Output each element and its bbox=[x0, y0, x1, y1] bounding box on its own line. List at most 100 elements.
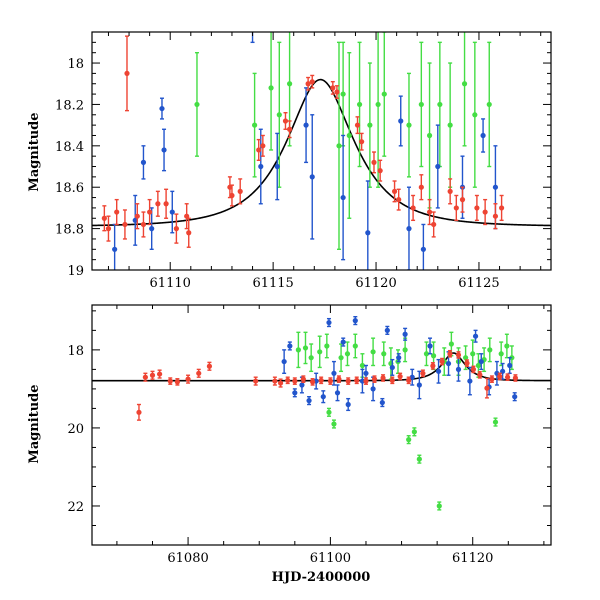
green-point-9 bbox=[352, 343, 358, 349]
green-point-2 bbox=[268, 85, 274, 91]
blue-point-28 bbox=[472, 333, 479, 339]
green-point-10 bbox=[375, 101, 381, 108]
blue-point-0 bbox=[112, 246, 118, 252]
red-point-2 bbox=[114, 209, 120, 215]
red-point-23 bbox=[334, 89, 340, 95]
red-point-13 bbox=[227, 184, 233, 190]
green-point-19 bbox=[486, 101, 492, 108]
red-point-12 bbox=[285, 377, 291, 383]
green-point-21 bbox=[436, 503, 442, 509]
red-point-20 bbox=[305, 81, 311, 87]
green-point-15 bbox=[437, 101, 443, 108]
series-blue bbox=[281, 316, 518, 412]
blue-point-1 bbox=[287, 343, 293, 349]
red-point-15 bbox=[310, 379, 316, 385]
red-point-23 bbox=[380, 375, 386, 381]
red-point-38 bbox=[482, 209, 488, 215]
red-point-29 bbox=[396, 197, 402, 203]
green-point-12 bbox=[381, 351, 387, 357]
green-point-4 bbox=[324, 343, 330, 349]
blue-point-18 bbox=[389, 364, 395, 371]
red-point-33 bbox=[470, 366, 477, 372]
green-point-30 bbox=[492, 419, 499, 425]
red-point-16 bbox=[318, 377, 324, 383]
bottom-panel-marks bbox=[92, 316, 551, 511]
red-point-13 bbox=[292, 378, 298, 384]
blue-point-1 bbox=[132, 217, 138, 223]
green-point-29 bbox=[487, 347, 493, 353]
green-point-3 bbox=[317, 349, 323, 355]
blue-point-6 bbox=[169, 209, 175, 215]
blue-point-25 bbox=[445, 360, 452, 367]
green-point-3 bbox=[276, 112, 282, 118]
red-point-7 bbox=[147, 209, 153, 215]
top-panel-marks bbox=[92, 32, 551, 270]
green-point-1 bbox=[252, 122, 258, 128]
red-point-14 bbox=[300, 376, 306, 382]
red-point-19 bbox=[286, 126, 293, 132]
blue-point-22 bbox=[416, 382, 422, 388]
red-point-35 bbox=[484, 385, 490, 391]
axes-frame bbox=[91, 304, 552, 546]
red-point-4 bbox=[124, 70, 130, 76]
blue-point-24 bbox=[435, 368, 442, 374]
series-red bbox=[136, 349, 519, 421]
green-point-15 bbox=[402, 347, 408, 353]
series-red bbox=[101, 35, 505, 248]
red-point-4 bbox=[167, 378, 173, 384]
red-point-39 bbox=[512, 375, 519, 381]
x-tick-label: 61125 bbox=[458, 276, 499, 291]
blue-point-6 bbox=[320, 394, 326, 400]
red-point-5 bbox=[134, 213, 140, 219]
red-point-0 bbox=[101, 215, 107, 221]
blue-point-8 bbox=[331, 370, 337, 376]
red-point-11 bbox=[184, 213, 190, 219]
red-point-32 bbox=[426, 209, 433, 215]
series-green bbox=[194, 32, 492, 251]
red-point-30 bbox=[447, 351, 453, 357]
red-point-35 bbox=[453, 205, 459, 211]
blue-point-23 bbox=[427, 343, 433, 349]
red-point-18 bbox=[282, 118, 289, 124]
red-point-33 bbox=[431, 221, 437, 228]
red-point-24 bbox=[389, 377, 395, 383]
red-point-28 bbox=[391, 188, 398, 194]
blue-point-0 bbox=[281, 358, 287, 365]
red-point-3 bbox=[122, 221, 128, 228]
blue-point-10 bbox=[303, 122, 309, 128]
green-point-33 bbox=[509, 355, 515, 361]
green-point-12 bbox=[406, 122, 412, 128]
blue-point-19 bbox=[480, 132, 486, 139]
blue-point-21 bbox=[409, 374, 415, 380]
green-point-32 bbox=[504, 343, 510, 349]
blue-point-2 bbox=[292, 390, 298, 396]
bottom-y-axis-label: Magnitude bbox=[27, 384, 42, 463]
green-point-16 bbox=[447, 122, 453, 128]
red-point-36 bbox=[459, 197, 466, 203]
y-tick-label: 18 bbox=[67, 57, 84, 72]
blue-point-12 bbox=[352, 318, 358, 324]
red-point-21 bbox=[309, 79, 315, 85]
red-point-2 bbox=[149, 372, 156, 378]
green-point-17 bbox=[411, 429, 417, 435]
blue-point-13 bbox=[365, 230, 371, 236]
blue-point-26 bbox=[455, 366, 462, 372]
blue-point-5 bbox=[159, 105, 165, 112]
red-point-39 bbox=[492, 213, 499, 219]
plot-area bbox=[92, 316, 551, 511]
blue-point-2 bbox=[140, 159, 147, 165]
red-point-31 bbox=[418, 184, 424, 190]
green-point-11 bbox=[370, 349, 376, 355]
green-point-8 bbox=[356, 101, 363, 108]
green-point-25 bbox=[463, 355, 469, 361]
green-point-4 bbox=[286, 81, 293, 87]
x-tick-label: 61080 bbox=[167, 551, 208, 566]
red-point-12 bbox=[186, 230, 192, 236]
red-point-10 bbox=[272, 378, 278, 384]
green-point-1 bbox=[302, 345, 309, 351]
y-tick-label: 18.4 bbox=[55, 140, 84, 155]
red-point-29 bbox=[439, 358, 445, 365]
red-point-30 bbox=[410, 205, 416, 211]
red-point-15 bbox=[237, 188, 243, 194]
red-point-11 bbox=[277, 380, 284, 386]
